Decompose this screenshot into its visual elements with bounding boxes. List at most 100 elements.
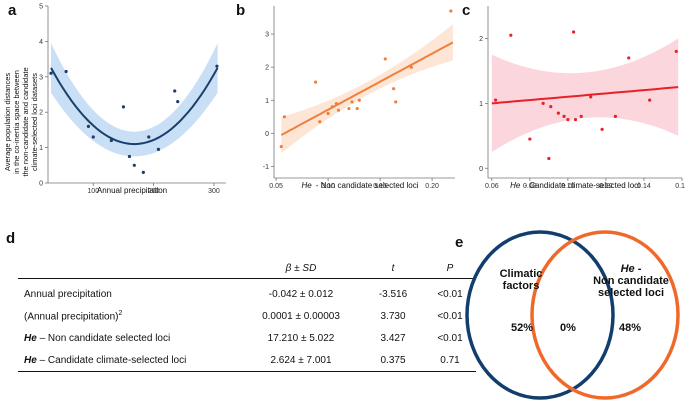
chart-b-point xyxy=(394,100,398,104)
venn-right-label: He - Non candidate selected loci xyxy=(585,263,677,299)
venn-circle-he xyxy=(530,230,680,400)
chart-c-xlabel-he: He xyxy=(510,181,521,190)
chart-c-point xyxy=(562,114,566,118)
row-t: -3.516 xyxy=(362,278,424,305)
panel-label-a: a xyxy=(8,2,17,19)
chart-b-point xyxy=(383,57,387,61)
chart-b-point xyxy=(282,115,287,119)
chart-a-point xyxy=(176,99,180,104)
row-beta: -0.042 ± 0.012 xyxy=(240,278,362,305)
chart-a-plot: 0 1 2 3 4 5 100 200 300 xyxy=(39,4,226,195)
chart-c-ytick-label: 1 xyxy=(479,101,483,108)
chart-a-ylabel: Average population distances in the co-i… xyxy=(3,67,39,176)
chart-a-fit-line xyxy=(50,67,219,146)
row-p: 0.71 xyxy=(424,349,476,372)
chart-a-point xyxy=(127,154,132,159)
chart-c-point xyxy=(571,30,576,34)
chart-c-point xyxy=(579,114,583,118)
chart-c-point xyxy=(566,117,570,122)
chart-b-point xyxy=(330,105,334,109)
chart-c-point xyxy=(613,114,618,118)
chart-c-xlabel: He - Candidate climate-selected loci xyxy=(510,181,640,190)
chart-c-point xyxy=(494,98,498,102)
chart-c-point xyxy=(589,95,593,99)
chart-a-point xyxy=(91,135,95,139)
chart-b-xtick-label: 0.05 xyxy=(269,183,283,190)
row-beta-value: -0.042 xyxy=(268,288,298,300)
header-t: t xyxy=(362,258,424,279)
chart-b-point xyxy=(314,80,318,84)
row-beta-value: 0.0001 xyxy=(262,310,293,322)
row-beta: 0.0001 ± 0.00003 xyxy=(240,305,362,327)
stats-table: β ± SD t P Annual precipitation -0.042 ±… xyxy=(18,258,476,372)
venn-left-value: 52% xyxy=(510,322,534,334)
chart-b-point xyxy=(355,106,359,111)
chart-c-xtick-label: 0.16 xyxy=(675,183,685,190)
row-sd-value: ± 0.012 xyxy=(299,288,334,300)
header-beta: β ± SD xyxy=(240,258,362,279)
chart-c-xtick-label: 0.12 xyxy=(599,183,613,190)
chart-a-ylabel-line-1: Average population distances xyxy=(3,73,12,172)
row-label-he: He xyxy=(24,332,37,344)
table-row: (Annual precipitation)2 0.0001 ± 0.00003… xyxy=(18,305,476,327)
venn-right-label-line-1: He - xyxy=(585,263,677,275)
row-p: <0.01 xyxy=(437,310,463,322)
header-blank xyxy=(18,258,240,279)
chart-a-point xyxy=(109,138,113,143)
row-sd-value: ± 0.00003 xyxy=(295,310,340,322)
row-label: He – Candidate climate-selected loci xyxy=(18,349,240,372)
row-label-text: – Non candidate selected loci xyxy=(39,332,171,344)
chart-a-point xyxy=(64,69,68,74)
panel-label-d: d xyxy=(6,230,16,247)
chart-a-confidence-band xyxy=(51,43,218,157)
chart-b-ytick-label: 1 xyxy=(265,98,269,105)
chart-a-point xyxy=(173,89,177,93)
chart-b-point xyxy=(392,87,396,91)
venn-circle-climatic xyxy=(465,230,615,400)
row-label-sup: 2 xyxy=(118,309,123,317)
chart-b: He - Non candidate selected loci -1 0 1 2 3 0.… xyxy=(263,6,455,190)
table-row: He – Candidate climate-selected loci 2.6… xyxy=(18,349,476,372)
chart-b-xtick-label: 0.15 xyxy=(373,183,387,190)
chart-b-point xyxy=(326,111,330,116)
venn-left-label-line-1: Climatic xyxy=(499,268,543,280)
row-t: 0.375 xyxy=(362,349,424,372)
chart-a-ytick-label: 3 xyxy=(39,74,43,81)
chart-b-point xyxy=(334,101,339,106)
chart-b-ytick-label: 3 xyxy=(265,32,269,39)
chart-c-ytick-label: 0 xyxy=(479,166,483,173)
venn-overlap-value: 0% xyxy=(560,322,576,334)
chart-b-point xyxy=(318,120,322,124)
chart-c-point xyxy=(509,33,513,37)
chart-a-xtick-label: 100 xyxy=(87,188,99,195)
chart-c-point xyxy=(600,127,604,131)
chart-a-point xyxy=(147,135,151,139)
table-row: He – Non candidate selected loci 17.210 … xyxy=(18,327,476,349)
row-label-text: (Annual precipitation) xyxy=(24,311,119,323)
row-label: Annual precipitation xyxy=(18,278,240,305)
chart-b-xlabel: He - Non candidate selected loci xyxy=(302,181,419,190)
chart-c-point xyxy=(556,111,560,115)
chart-b-xtick-label: 0.10 xyxy=(321,183,335,190)
venn-right-label-line-2: Non candidate xyxy=(593,275,669,287)
chart-b-plot: -1 0 1 2 3 0.05 0.10 0.15 0.20 xyxy=(263,6,455,190)
chart-c: He - Candidate climate-selected loci 0120… xyxy=(479,6,685,190)
chart-b-ytick-label: 2 xyxy=(265,65,269,72)
chart-c-point xyxy=(549,105,553,109)
venn-diagram xyxy=(465,230,680,400)
chart-c-fit-line xyxy=(491,86,679,105)
chart-a: Average population distances in the co-i… xyxy=(3,4,226,195)
chart-c-point xyxy=(573,117,578,122)
row-beta-value: 2.624 xyxy=(270,354,296,366)
chart-b-xtick-label: 0.20 xyxy=(425,183,439,190)
chart-b-fit-line xyxy=(280,41,454,136)
chart-a-ytick-label: 2 xyxy=(39,110,43,117)
venn-right-label-line-3: selected loci xyxy=(597,287,665,299)
chart-a-point xyxy=(49,71,53,75)
chart-b-point xyxy=(350,100,354,104)
row-label-he: He xyxy=(24,354,37,366)
chart-b-point xyxy=(449,9,453,13)
chart-a-point xyxy=(132,163,136,167)
chart-a-xtick-label: 200 xyxy=(148,188,160,195)
row-label: (Annual precipitation)2 xyxy=(18,305,240,327)
